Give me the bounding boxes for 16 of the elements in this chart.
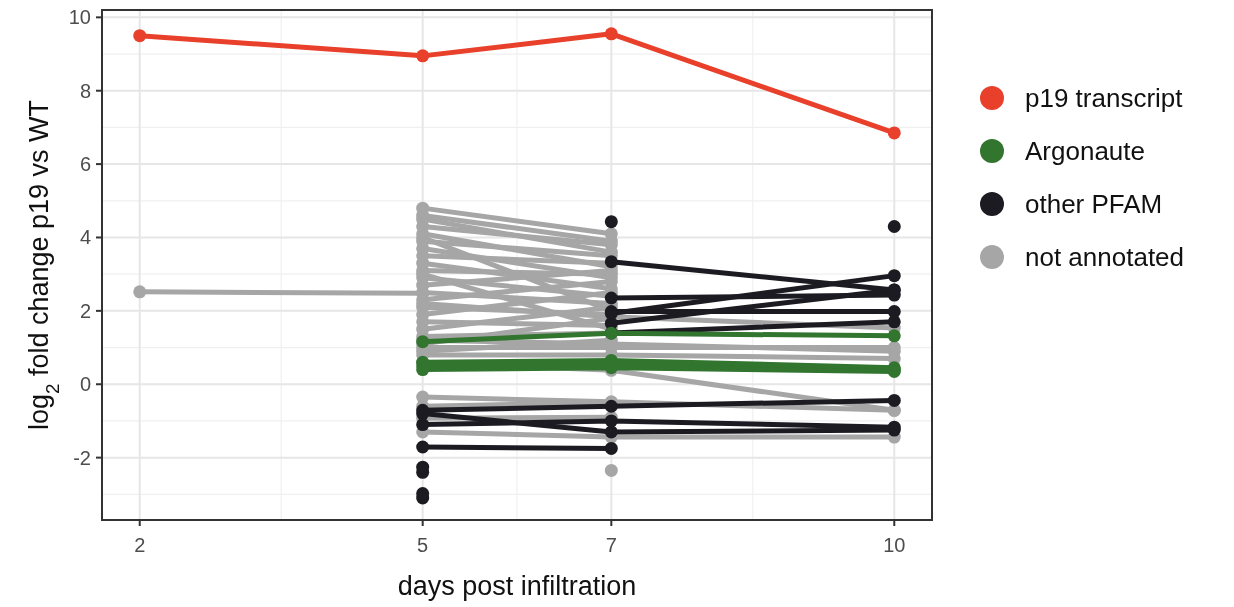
y-tick-label: 8 xyxy=(79,79,91,102)
y-tick-label: 4 xyxy=(79,226,91,249)
x-tick-label: 10 xyxy=(883,534,906,556)
legend-label: other PFAM xyxy=(1025,189,1163,219)
y-tick-label: -2 xyxy=(73,446,91,469)
y-tick-label: 2 xyxy=(79,299,91,322)
y-tick-label: 0 xyxy=(79,373,91,396)
x-tick-label: 2 xyxy=(134,534,146,556)
legend-label: Argonaute xyxy=(1025,136,1145,166)
x-tick-label: 5 xyxy=(417,534,429,556)
x-tick-label: 7 xyxy=(605,534,617,556)
legend-label: p19 transcript xyxy=(1025,83,1184,113)
x-axis-title: days post infiltration xyxy=(397,571,637,601)
y-tick-label: 6 xyxy=(79,153,91,176)
legend-label: not annotated xyxy=(1025,242,1185,272)
y-tick-label: 10 xyxy=(68,6,91,29)
